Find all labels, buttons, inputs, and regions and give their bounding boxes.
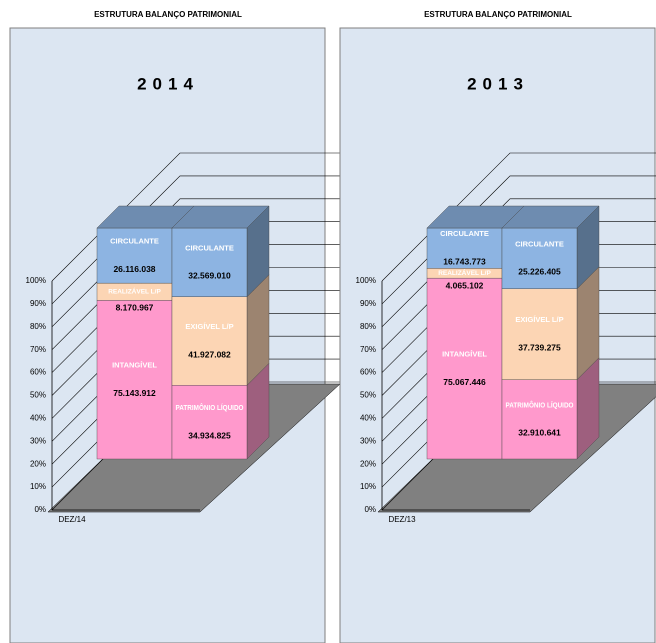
segment-label: INTANGÍVEL: [112, 361, 157, 370]
bar-top: [501, 205, 600, 229]
bar: [96, 227, 173, 284]
grid-line: [381, 175, 656, 305]
y-tick-label: 60%: [30, 368, 46, 377]
value-label: 41.927.082: [188, 349, 231, 359]
value-label: 16.743.773: [443, 256, 486, 266]
grid-line: [51, 175, 340, 305]
value-label: 75.143.912: [113, 388, 156, 398]
y-tick-label: 10%: [30, 482, 46, 491]
x-tick-label: DEZ/13: [388, 515, 416, 524]
bar: [426, 277, 503, 460]
chart-title: ESTRUTURA BALANÇO PATRIMONIAL: [424, 10, 572, 19]
bar: [426, 227, 503, 269]
y-tick-label: 100%: [356, 276, 376, 285]
grid-line: [381, 198, 656, 328]
bar: [501, 379, 578, 460]
chart-title: ESTRUTURA BALANÇO PATRIMONIAL: [94, 10, 242, 19]
segment-label: CIRCULANTE: [110, 237, 159, 246]
value-label: 8.170.967: [116, 303, 154, 313]
y-tick-label: 70%: [360, 345, 376, 354]
y-tick-label: 50%: [30, 391, 46, 400]
grid-line: [51, 198, 340, 328]
segment-label: EXIGÍVEL L/P: [515, 315, 563, 324]
y-tick-label: 30%: [30, 436, 46, 445]
value-label: 25.226.405: [518, 267, 561, 277]
y-tick-label: 100%: [26, 276, 46, 285]
grid-line: [381, 152, 656, 282]
bar: [171, 296, 248, 386]
y-tick-label: 0%: [364, 505, 376, 514]
segment-label: PATRIMÔNIO LÍQUIDO: [176, 403, 244, 412]
chart-panel: ESTRUTURA BALANÇO PATRIMONIAL 2014 0% 10% 20…: [9, 10, 341, 643]
y-tick-label: 90%: [30, 299, 46, 308]
value-label: 26.116.038: [113, 264, 155, 274]
y-tick-label: 80%: [360, 322, 376, 331]
chart-subtitle: 2014: [137, 74, 199, 93]
value-label: 37.739.275: [518, 342, 561, 352]
y-tick-label: 80%: [30, 322, 46, 331]
chart-panel: ESTRUTURA BALANÇO PATRIMONIAL 2013 0% 10% 20…: [339, 10, 656, 643]
y-tick-label: 20%: [360, 459, 376, 468]
bar: [171, 385, 248, 460]
segment-label: REALIZÁVEL L/P: [438, 268, 491, 277]
value-label: 75.067.446: [443, 377, 486, 387]
value-label: 32.569.010: [188, 271, 231, 281]
value-label: 32.910.641: [518, 428, 561, 438]
segment-label: CIRCULANTE: [440, 229, 489, 238]
y-tick-label: 30%: [360, 436, 376, 445]
value-label: 4.065.102: [446, 280, 484, 290]
y-tick-label: 90%: [360, 299, 376, 308]
value-label: 34.934.825: [188, 430, 231, 440]
segment-label: CIRCULANTE: [515, 239, 564, 248]
segment-label: EXIGÍVEL L/P: [185, 322, 233, 331]
y-tick-label: 40%: [360, 414, 376, 423]
y-tick-label: 10%: [360, 482, 376, 491]
grid-line: [51, 152, 340, 282]
bar: [171, 227, 248, 297]
segment-label: REALIZÁVEL L/P: [108, 286, 161, 295]
bar-top: [171, 205, 270, 229]
y-tick-label: 70%: [30, 345, 46, 354]
segment-label: CIRCULANTE: [185, 243, 234, 252]
y-tick-label: 60%: [360, 368, 376, 377]
bar: [96, 300, 173, 460]
x-tick-label: DEZ/14: [58, 515, 86, 524]
y-tick-label: 40%: [30, 414, 46, 423]
chart-subtitle: 2013: [467, 74, 529, 93]
bar: [501, 288, 578, 380]
y-tick-label: 50%: [360, 391, 376, 400]
bar: [501, 227, 578, 289]
segment-label: PATRIMÔNIO LÍQUIDO: [506, 400, 574, 409]
y-tick-label: 0%: [34, 505, 46, 514]
segment-label: INTANGÍVEL: [442, 350, 487, 359]
y-tick-label: 20%: [30, 459, 46, 468]
